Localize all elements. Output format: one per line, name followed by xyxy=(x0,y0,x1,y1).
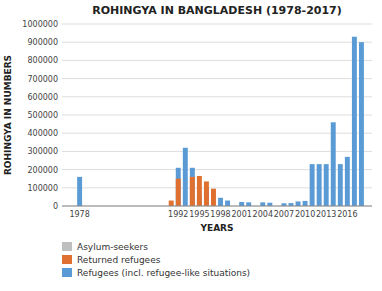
y-tick-label: 700000 xyxy=(27,75,58,84)
legend-swatch xyxy=(62,268,72,277)
y-tick-label: 800000 xyxy=(27,56,58,65)
x-tick-label: 2016 xyxy=(337,210,357,219)
bar xyxy=(331,122,336,206)
bar xyxy=(176,168,181,206)
legend-label: Refugees (incl. refugee-like situations) xyxy=(77,268,250,278)
grid-line xyxy=(62,24,372,25)
y-tick-label: 400000 xyxy=(27,129,58,138)
bar xyxy=(324,164,329,206)
bar xyxy=(197,176,202,206)
grid-line xyxy=(62,60,372,61)
legend-swatch xyxy=(62,255,72,264)
bar xyxy=(225,201,230,206)
x-axis-line xyxy=(62,206,372,207)
bar xyxy=(218,198,223,206)
bar xyxy=(260,202,265,206)
bar xyxy=(176,179,181,206)
x-tick-label: 2010 xyxy=(295,210,315,219)
y-tick-label: 200000 xyxy=(27,166,58,175)
y-tick-label: 900000 xyxy=(27,38,58,47)
x-tick-label: 1992 xyxy=(168,210,188,219)
x-tick-label: 1998 xyxy=(210,210,230,219)
bar xyxy=(190,177,195,206)
bar xyxy=(246,202,251,206)
grid-line xyxy=(62,206,372,207)
legend: Asylum-seekers Returned refugees Refugees … xyxy=(62,242,250,278)
bar xyxy=(352,37,357,206)
y-tick-label: 100000 xyxy=(27,184,58,193)
bar xyxy=(303,201,308,206)
y-tick-label: 500000 xyxy=(27,111,58,120)
x-tick-label: 1978 xyxy=(69,210,89,219)
bar xyxy=(211,189,216,206)
grid-line xyxy=(62,96,372,97)
bar xyxy=(317,164,322,206)
x-axis-label: YEARS xyxy=(199,223,233,233)
bar xyxy=(204,181,209,206)
y-axis-label: ROHINGYA IN NUMBERS xyxy=(3,55,13,175)
y-tick-label: 300000 xyxy=(27,147,58,156)
bar xyxy=(310,164,315,206)
bar xyxy=(345,157,350,206)
y-tick-label: 1000000 xyxy=(22,20,58,29)
x-tick-label: 1995 xyxy=(189,210,209,219)
y-tick-label: 0 xyxy=(53,202,58,211)
bar xyxy=(359,42,364,206)
grid xyxy=(62,24,372,206)
bar xyxy=(296,201,301,206)
bars xyxy=(77,37,364,206)
bar xyxy=(183,148,188,206)
bar xyxy=(239,202,244,206)
bar xyxy=(338,164,343,206)
title: ROHINGYA IN BANGLADESH (1978-2017) xyxy=(92,4,342,17)
bar xyxy=(190,168,195,206)
x-tick-label: 2007 xyxy=(274,210,294,219)
x-tick-label: 2004 xyxy=(253,210,273,219)
y-tick-label: 600000 xyxy=(27,93,58,102)
bar xyxy=(169,201,174,206)
x-tick-label: 2001 xyxy=(231,210,251,219)
legend-swatch xyxy=(62,242,72,251)
grid-line xyxy=(62,133,372,134)
chart: ROHINGYA IN BANGLADESH (1978-2017) 0 10000… xyxy=(0,0,382,291)
grid-line xyxy=(62,78,372,79)
grid-line xyxy=(62,115,372,116)
bar xyxy=(77,177,82,206)
grid-line xyxy=(62,42,372,43)
x-tick-label: 2013 xyxy=(316,210,336,219)
legend-label: Returned refugees xyxy=(77,255,161,265)
legend-label: Asylum-seekers xyxy=(77,242,148,252)
grid-line xyxy=(62,151,372,152)
